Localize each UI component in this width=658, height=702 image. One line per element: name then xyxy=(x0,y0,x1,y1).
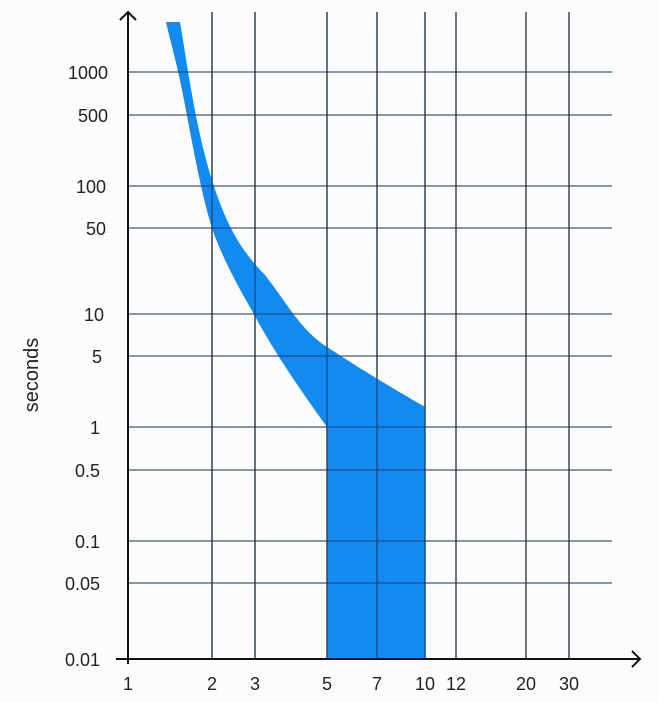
svg-text:5: 5 xyxy=(322,674,332,694)
y-axis-arrow-icon xyxy=(119,10,137,21)
trip-band-area xyxy=(166,22,425,659)
svg-text:50: 50 xyxy=(86,219,106,239)
svg-text:30: 30 xyxy=(559,674,579,694)
svg-text:5: 5 xyxy=(92,347,102,367)
svg-text:7: 7 xyxy=(372,674,382,694)
axes xyxy=(116,10,642,668)
svg-text:3: 3 xyxy=(250,674,260,694)
svg-text:12: 12 xyxy=(446,674,466,694)
svg-text:10: 10 xyxy=(415,674,435,694)
gridlines-overlay xyxy=(128,12,612,659)
y-tick-labels: 1000 500 100 50 10 5 1 0.5 0.1 0.05 0.01 xyxy=(65,63,108,670)
svg-text:100: 100 xyxy=(76,177,106,197)
svg-text:20: 20 xyxy=(516,674,536,694)
svg-text:0.01: 0.01 xyxy=(65,650,100,670)
svg-text:500: 500 xyxy=(78,106,108,126)
svg-text:2: 2 xyxy=(207,674,217,694)
svg-text:1000: 1000 xyxy=(68,63,108,83)
svg-text:0.5: 0.5 xyxy=(75,461,100,481)
svg-text:1: 1 xyxy=(123,674,133,694)
y-axis-label: seconds xyxy=(21,338,43,413)
x-tick-labels: 1 2 3 5 7 10 12 20 30 xyxy=(123,674,579,694)
x-axis-arrow-icon xyxy=(631,650,642,668)
svg-text:10: 10 xyxy=(84,305,104,325)
svg-text:0.1: 0.1 xyxy=(75,532,100,552)
svg-text:0.05: 0.05 xyxy=(65,574,100,594)
svg-text:1: 1 xyxy=(90,418,100,438)
